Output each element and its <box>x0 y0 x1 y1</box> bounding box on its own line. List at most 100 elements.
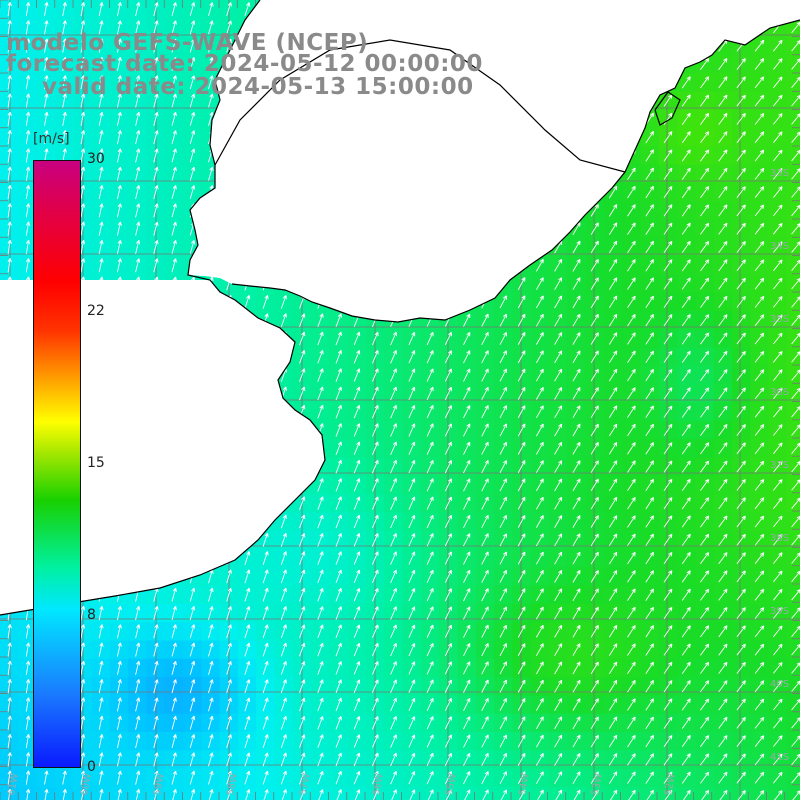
wind-arrow <box>663 3 673 16</box>
wind-arrow <box>208 38 214 53</box>
wind-cell <box>786 786 800 800</box>
wind-arrow <box>262 2 269 16</box>
wind-arrow <box>426 112 434 126</box>
wind-arrow <box>244 20 251 35</box>
wind-arrow <box>572 21 581 34</box>
latitude-label: 40S <box>770 679 789 690</box>
wind-arrow <box>353 93 361 108</box>
wind-arrow <box>7 38 12 53</box>
wind-arrow <box>116 75 122 90</box>
wind-arrow <box>116 130 122 145</box>
wind-cell <box>786 677 800 696</box>
wind-arrow <box>736 149 746 162</box>
wind-arrow <box>663 76 673 89</box>
colorbar-tick-15: 15 <box>87 455 105 471</box>
wind-arrow <box>317 75 324 90</box>
wind-arrow <box>153 93 159 108</box>
wind-arrow <box>700 131 710 144</box>
wind-arrow <box>226 20 232 35</box>
wind-arrow <box>171 20 177 35</box>
wind-cell <box>475 786 495 800</box>
wind-arrow <box>481 130 489 144</box>
wind-arrow <box>627 39 636 52</box>
wind-arrow <box>62 20 67 35</box>
wind-arrow <box>590 2 599 16</box>
wind-arrow <box>536 149 544 162</box>
wind-arrow <box>280 148 287 163</box>
wind-cell <box>640 786 660 800</box>
wind-arrow <box>98 38 104 53</box>
wind-arrow <box>736 39 746 52</box>
wind-arrow <box>262 130 269 145</box>
wind-arrow <box>25 1 31 17</box>
wind-arrow <box>663 57 673 71</box>
wind-arrow <box>135 130 141 145</box>
wind-arrow <box>7 56 12 72</box>
wind-cell <box>786 439 800 459</box>
wind-arrow <box>554 2 563 16</box>
wind-arrow <box>317 38 324 53</box>
wind-arrow <box>25 56 31 72</box>
wind-arrow <box>226 38 232 53</box>
wind-cell <box>786 109 800 129</box>
wind-arrow <box>116 2 122 17</box>
wind-arrow <box>189 166 196 181</box>
wind-arrow <box>189 56 196 71</box>
colorbar-tick-8: 8 <box>87 607 96 623</box>
wind-arrow <box>408 2 416 16</box>
wind-arrow <box>517 2 526 16</box>
wind-arrow <box>390 130 397 144</box>
wind-arrow <box>681 21 691 34</box>
wind-cell <box>786 567 800 587</box>
wind-arrow <box>463 57 471 71</box>
wind-arrow <box>536 2 544 16</box>
wind-arrow <box>499 112 507 126</box>
wind-arrow <box>754 76 765 89</box>
wind-cell <box>256 786 276 800</box>
wind-cell <box>786 73 800 93</box>
wind-arrow <box>226 57 232 71</box>
wind-arrow <box>426 20 434 34</box>
wind-arrow <box>463 94 471 108</box>
wind-arrow <box>208 2 214 17</box>
wind-arrow <box>335 20 342 35</box>
wind-arrow <box>736 21 746 34</box>
wind-arrow <box>590 76 599 89</box>
wind-arrow <box>25 20 31 35</box>
wind-arrows <box>7 1 800 800</box>
wind-arrow <box>645 39 654 52</box>
wind-arrow <box>554 75 563 89</box>
wind-cell <box>567 786 587 800</box>
wind-arrow <box>116 56 122 71</box>
wind-arrow <box>226 75 232 90</box>
wind-arrow <box>773 58 783 70</box>
wind-arrow <box>536 57 544 71</box>
wind-cell <box>347 786 367 800</box>
wind-arrow <box>7 1 12 17</box>
wind-arrow <box>208 111 214 126</box>
wind-cell <box>786 274 800 294</box>
wind-cell <box>237 786 257 800</box>
wind-arrow <box>390 93 397 108</box>
wind-arrow <box>25 38 31 53</box>
wind-cell <box>786 347 800 367</box>
wind-arrow <box>499 149 507 162</box>
wind-arrow <box>499 2 507 16</box>
wind-arrow <box>700 21 710 34</box>
wind-arrow <box>681 94 691 107</box>
wind-arrow <box>590 57 599 71</box>
wind-arrow <box>371 130 379 144</box>
wind-arrow <box>44 2 49 17</box>
wind-cell <box>695 786 715 800</box>
wind-arrow <box>663 131 673 144</box>
wind-arrow <box>408 39 416 53</box>
wind-arrow <box>153 111 159 126</box>
wind-arrow <box>208 93 214 108</box>
wind-arrow <box>773 94 783 107</box>
wind-arrow <box>718 112 728 125</box>
wind-arrow <box>116 20 122 35</box>
wind-arrow <box>773 3 783 15</box>
wind-arrow <box>226 148 232 163</box>
wind-arrow <box>700 3 710 16</box>
wind-arrow <box>426 130 434 144</box>
